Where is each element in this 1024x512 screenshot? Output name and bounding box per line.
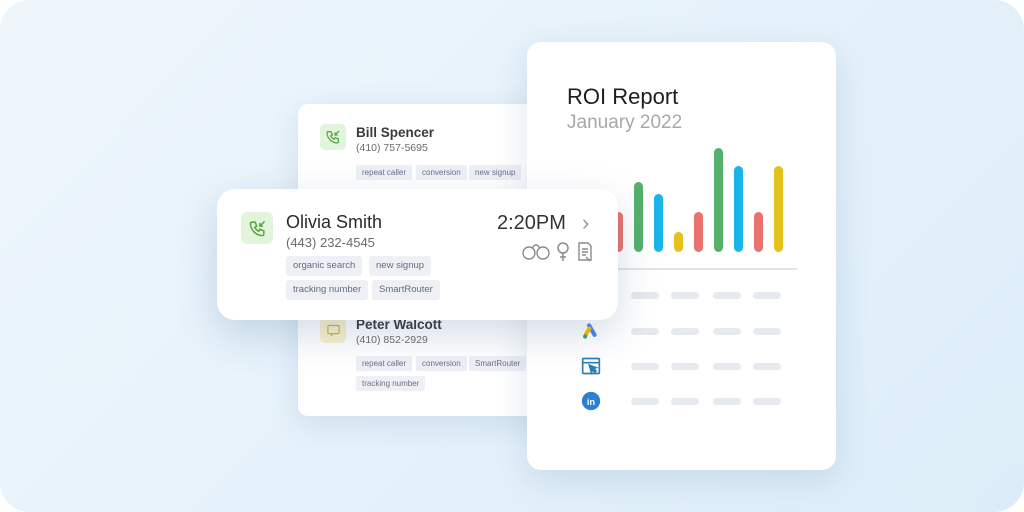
placeholder-line	[713, 398, 741, 405]
browser-click-icon	[580, 355, 602, 377]
placeholder-line	[671, 292, 699, 299]
placeholder-line	[631, 292, 659, 299]
contact-phone: (410) 852-2929	[356, 334, 428, 346]
tag: conversion	[416, 165, 467, 180]
placeholder-line	[713, 292, 741, 299]
tag: organic search	[286, 256, 363, 276]
tag: tracking number	[286, 280, 369, 300]
active-call-card[interactable]: Olivia Smith (443) 232-4545 organic sear…	[217, 189, 618, 320]
tag: tracking number	[356, 376, 426, 391]
call-time: 2:20PM	[497, 212, 566, 234]
placeholder-line	[753, 363, 781, 370]
svg-text:in: in	[587, 397, 596, 407]
placeholder-line	[631, 328, 659, 335]
placeholder-line	[631, 398, 659, 405]
placeholder-line	[753, 398, 781, 405]
tag: conversion	[416, 356, 467, 371]
chart-bar	[674, 232, 683, 252]
binoculars-icon	[521, 242, 551, 265]
chart-bar	[734, 166, 743, 252]
contact-phone: (410) 757-5695	[356, 142, 428, 154]
linkedin-icon: in	[580, 390, 602, 412]
tag: SmartRouter	[372, 280, 440, 300]
chevron-right-icon[interactable]: ›	[582, 210, 590, 235]
google-ads-icon	[580, 320, 602, 342]
placeholder-line	[713, 363, 741, 370]
placeholder-line	[631, 363, 659, 370]
tag: repeat caller	[356, 356, 413, 371]
contact-name[interactable]: Olivia Smith	[286, 212, 383, 232]
contact-phone: (443) 232-4545	[286, 235, 375, 250]
message-icon	[320, 317, 346, 343]
placeholder-line	[753, 292, 781, 299]
chart-axis	[597, 268, 797, 270]
tag: SmartRouter	[469, 356, 527, 371]
chart-bar	[754, 212, 763, 252]
placeholder-line	[671, 398, 699, 405]
incoming-call-icon	[241, 212, 273, 244]
placeholder-line	[753, 328, 781, 335]
tag: new signup	[369, 256, 432, 276]
document-icon	[577, 242, 593, 267]
placeholder-line	[671, 328, 699, 335]
chart-bar	[694, 212, 703, 252]
placeholder-line	[671, 363, 699, 370]
placeholder-line	[713, 328, 741, 335]
tag: repeat caller	[356, 165, 413, 180]
chart-bar	[654, 194, 663, 252]
contact-name[interactable]: Peter Walcott	[356, 317, 442, 332]
contact-name[interactable]: Bill Spencer	[356, 125, 435, 140]
female-icon	[556, 242, 570, 267]
report-subtitle: January 2022	[567, 112, 683, 133]
incoming-call-icon	[320, 124, 346, 150]
chart-bar	[774, 166, 783, 252]
report-title: ROI Report	[567, 84, 679, 109]
tag: new signup	[469, 165, 522, 180]
chart-bar	[614, 212, 623, 252]
chart-bar	[634, 182, 643, 252]
chart-bar	[714, 148, 723, 252]
